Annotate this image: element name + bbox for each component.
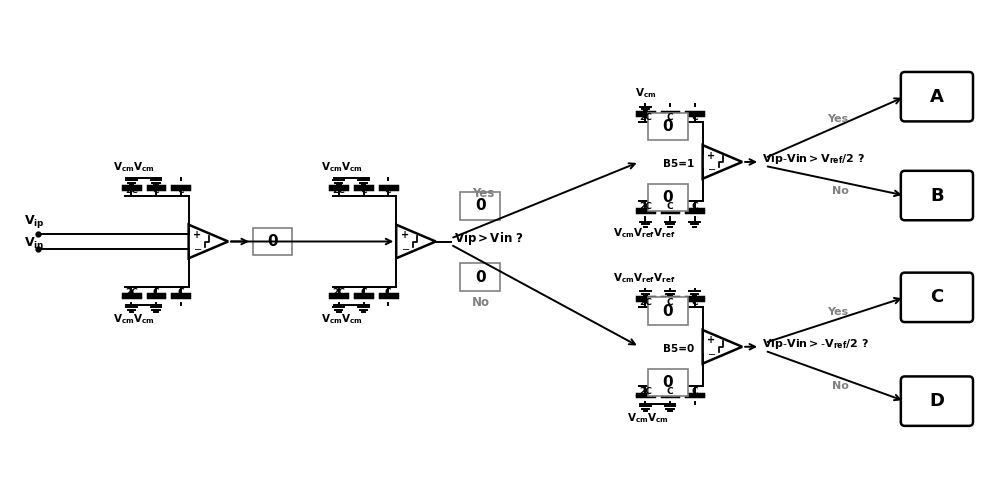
- Text: $-$: $-$: [707, 163, 716, 173]
- FancyBboxPatch shape: [901, 171, 973, 220]
- Text: 2C: 2C: [639, 298, 652, 307]
- Text: 0: 0: [663, 375, 673, 390]
- Text: B: B: [930, 186, 944, 204]
- Text: Yes: Yes: [827, 114, 848, 124]
- Text: 2C: 2C: [125, 287, 138, 297]
- Text: C: C: [177, 186, 184, 196]
- Text: C: C: [177, 287, 184, 297]
- Bar: [648, 184, 688, 212]
- Text: $\mathbf{V_{cm}V_{cm}}$: $\mathbf{V_{cm}V_{cm}}$: [627, 411, 669, 425]
- Text: 0: 0: [663, 304, 673, 319]
- Text: C: C: [667, 387, 673, 396]
- Text: C: C: [360, 186, 367, 196]
- Text: 2C: 2C: [639, 113, 652, 122]
- Text: 0: 0: [475, 199, 486, 213]
- Bar: [648, 369, 688, 396]
- Text: No: No: [832, 381, 849, 391]
- Text: 2C: 2C: [639, 387, 652, 396]
- Text: +: +: [707, 336, 716, 345]
- Text: C: C: [930, 288, 944, 306]
- Text: C: C: [691, 387, 698, 396]
- Bar: [253, 227, 292, 256]
- Text: C: C: [360, 287, 367, 297]
- Text: 0: 0: [663, 119, 673, 134]
- Text: C: C: [667, 298, 673, 307]
- Text: +: +: [193, 230, 202, 240]
- Text: $\mathbf{V_{cm}V_{cm}}$: $\mathbf{V_{cm}V_{cm}}$: [321, 160, 363, 174]
- Text: C: C: [667, 113, 673, 122]
- Text: $\mathbf{V_{cm}}$: $\mathbf{V_{cm}}$: [635, 86, 656, 100]
- Text: $\mathbf{V_{ip}}$: $\mathbf{V_{ip}}$: [24, 213, 44, 230]
- Text: C: C: [691, 298, 698, 307]
- Text: 2C: 2C: [125, 186, 138, 196]
- Text: +: +: [401, 230, 409, 240]
- Text: Yes: Yes: [827, 307, 848, 317]
- Text: $\mathbf{V_{cm}V_{ref}V_{ref}}$: $\mathbf{V_{cm}V_{ref}V_{ref}}$: [613, 271, 675, 285]
- Text: C: C: [153, 186, 159, 196]
- Bar: [460, 263, 500, 291]
- Text: 2C: 2C: [639, 202, 652, 211]
- Text: B5=1: B5=1: [663, 159, 695, 169]
- Text: Yes: Yes: [472, 187, 495, 200]
- FancyBboxPatch shape: [901, 272, 973, 322]
- Text: $\mathbf{Vip>Vin}$ ?: $\mathbf{Vip>Vin}$ ?: [454, 230, 523, 247]
- Text: C: C: [385, 287, 392, 297]
- Text: C: C: [691, 202, 698, 211]
- Bar: [648, 113, 688, 140]
- Text: $\mathbf{Vip\text{-}Vin>\text{-}V_{ref}/2}$ ?: $\mathbf{Vip\text{-}Vin>\text{-}V_{ref}/…: [762, 337, 869, 351]
- Text: 0: 0: [267, 234, 278, 249]
- FancyBboxPatch shape: [901, 72, 973, 121]
- Bar: [648, 298, 688, 325]
- Text: 2C: 2C: [332, 186, 345, 196]
- FancyBboxPatch shape: [901, 376, 973, 426]
- Text: $\mathbf{V_{cm}V_{cm}}$: $\mathbf{V_{cm}V_{cm}}$: [113, 312, 155, 326]
- Bar: [460, 192, 500, 220]
- Text: C: C: [667, 202, 673, 211]
- Text: $\mathbf{V_{in}}$: $\mathbf{V_{in}}$: [24, 236, 44, 251]
- Text: C: C: [385, 186, 392, 196]
- Text: C: C: [153, 287, 159, 297]
- Text: $\mathbf{V_{cm}V_{cm}}$: $\mathbf{V_{cm}V_{cm}}$: [113, 160, 155, 174]
- Text: $\mathbf{V_{cm}V_{cm}}$: $\mathbf{V_{cm}V_{cm}}$: [321, 312, 363, 326]
- Text: 0: 0: [475, 270, 486, 284]
- Text: No: No: [472, 296, 490, 309]
- Text: +: +: [707, 151, 716, 161]
- Text: No: No: [832, 185, 849, 196]
- Text: $-$: $-$: [707, 348, 716, 358]
- Text: $\mathbf{Vip\text{-}Vin>V_{ref}/2}$ ?: $\mathbf{Vip\text{-}Vin>V_{ref}/2}$ ?: [762, 152, 865, 166]
- Text: $-$: $-$: [193, 243, 202, 253]
- Text: A: A: [930, 88, 944, 106]
- Text: 2C: 2C: [332, 287, 345, 297]
- Text: D: D: [929, 392, 944, 410]
- Text: $-$: $-$: [401, 243, 410, 253]
- Text: $\mathbf{V_{cm}V_{ref}V_{ref}}$: $\mathbf{V_{cm}V_{ref}V_{ref}}$: [613, 227, 675, 240]
- Text: B5=0: B5=0: [663, 344, 695, 354]
- Text: 0: 0: [663, 190, 673, 205]
- Text: C: C: [691, 113, 698, 122]
